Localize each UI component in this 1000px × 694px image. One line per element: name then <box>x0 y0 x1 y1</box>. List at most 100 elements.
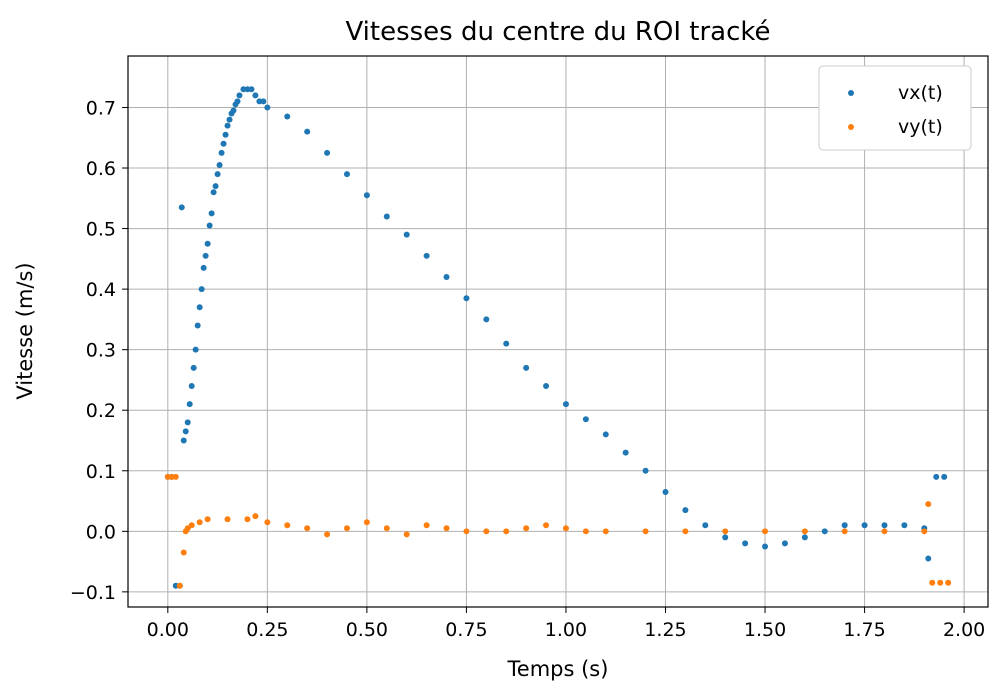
point-vy <box>343 525 350 532</box>
point-vx <box>762 543 769 550</box>
point-vx <box>192 346 199 353</box>
x-tick-label: 0.50 <box>346 619 388 641</box>
point-vx <box>925 555 932 562</box>
point-vx <box>503 340 510 347</box>
point-vx <box>264 104 271 111</box>
point-vx <box>781 540 788 547</box>
point-vx <box>186 401 193 408</box>
point-vx <box>206 222 213 229</box>
point-vy <box>642 528 649 535</box>
point-vx <box>284 113 291 120</box>
legend-label-vy: vy(t) <box>898 116 943 138</box>
point-vy <box>523 525 530 532</box>
gridlines <box>128 56 988 607</box>
data-points <box>164 86 952 589</box>
point-vx <box>190 364 197 371</box>
series-vyt <box>164 473 952 589</box>
y-tick-label: 0.3 <box>86 340 116 362</box>
point-vx <box>933 473 940 480</box>
point-vy <box>503 528 510 535</box>
plot-frame <box>127 55 989 608</box>
point-vx <box>218 149 225 156</box>
point-vx <box>403 231 410 238</box>
point-vy <box>801 528 808 535</box>
series-vxt <box>164 86 948 589</box>
point-vy <box>264 519 271 526</box>
point-vx <box>702 522 709 529</box>
y-tick-label: 0.5 <box>86 219 116 241</box>
legend-marker-vy <box>848 124 854 130</box>
x-tick-label: 1.50 <box>744 619 786 641</box>
point-vy <box>284 522 291 529</box>
x-tick-label: 0.00 <box>147 619 189 641</box>
y-tick-label: 0.6 <box>86 158 116 180</box>
point-vy <box>762 528 769 535</box>
point-vx <box>343 171 350 178</box>
point-vx <box>184 419 191 426</box>
point-vx <box>224 122 231 129</box>
point-vx <box>234 98 241 105</box>
legend: vx(t) vy(t) <box>818 65 972 151</box>
y-tick-label: −0.1 <box>70 582 116 604</box>
y-tick-label: 0.2 <box>86 400 116 422</box>
point-vx <box>622 449 629 456</box>
point-vx <box>483 316 490 323</box>
point-vy <box>841 528 848 535</box>
x-tick-label: 1.00 <box>545 619 587 641</box>
chart-title: Vitesses du centre du ROI tracké <box>345 17 770 47</box>
x-tick-label: 0.75 <box>445 619 487 641</box>
point-vx <box>901 522 908 529</box>
point-vx <box>722 534 729 541</box>
point-vy <box>403 531 410 538</box>
legend-label-vx: vx(t) <box>898 82 943 104</box>
point-vx <box>304 128 311 135</box>
point-vx <box>260 98 267 105</box>
point-vy <box>180 549 187 556</box>
point-vy <box>443 525 450 532</box>
point-vx <box>324 149 331 156</box>
point-vy <box>921 528 928 535</box>
y-tick-label: 0.1 <box>86 461 116 483</box>
point-vx <box>881 522 888 529</box>
point-vx <box>198 286 205 293</box>
point-vy <box>423 522 430 529</box>
point-vx <box>182 428 189 435</box>
point-vx <box>821 528 828 535</box>
point-vy <box>252 513 259 520</box>
point-vx <box>682 507 689 514</box>
point-vx <box>248 86 255 93</box>
point-vy <box>204 516 211 523</box>
point-vy <box>483 528 490 535</box>
point-vx <box>801 534 808 541</box>
point-vx <box>204 240 211 247</box>
point-vy <box>304 525 311 532</box>
point-vx <box>941 473 948 480</box>
point-vx <box>642 467 649 474</box>
y-axis-label: Vitesse (m/s) <box>13 262 37 399</box>
point-vx <box>194 322 201 329</box>
legend-frame <box>818 65 972 151</box>
point-vx <box>230 107 237 114</box>
point-vx <box>742 540 749 547</box>
y-tick-label: 0.7 <box>86 97 116 119</box>
point-vx <box>210 189 217 196</box>
point-vy <box>582 528 589 535</box>
point-vy <box>682 528 689 535</box>
tick-marks: 0.00 0.25 0.50 0.75 1.00 1.25 1.50 1.75 2.00 −0.1… <box>70 97 985 641</box>
y-tick-label: 0.0 <box>86 521 116 543</box>
x-axis-label: Temps (s) <box>507 657 609 681</box>
point-vx <box>662 488 669 495</box>
point-vx <box>200 264 207 271</box>
point-vy <box>188 522 195 529</box>
point-vx <box>423 252 430 259</box>
point-vx <box>523 364 530 371</box>
point-vy <box>196 519 203 526</box>
point-vx <box>216 161 223 168</box>
point-vx <box>180 437 187 444</box>
point-vy <box>224 516 231 523</box>
point-vx <box>443 274 450 281</box>
point-vx <box>463 295 470 302</box>
point-vy <box>722 528 729 535</box>
point-vy <box>562 525 569 532</box>
